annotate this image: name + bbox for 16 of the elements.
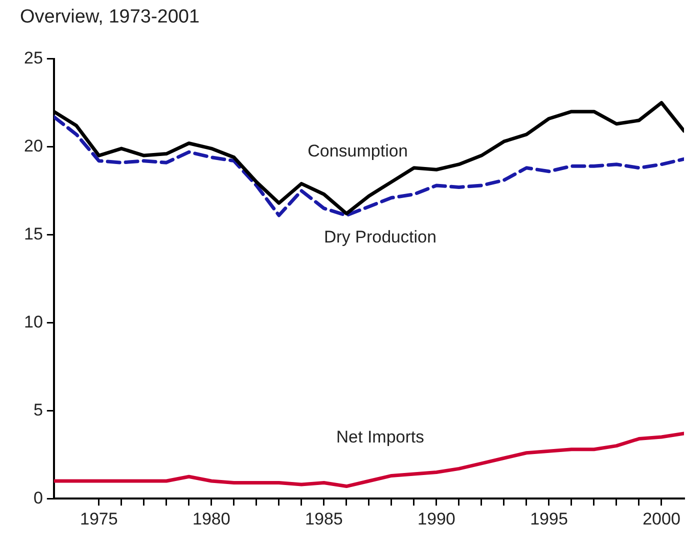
chart-title: Overview, 1973-2001 <box>20 6 200 28</box>
series-label: Consumption <box>308 142 408 161</box>
x-tick-label: 1980 <box>192 509 230 528</box>
x-tick-label: 1990 <box>418 509 456 528</box>
x-tick-label: 2000 <box>642 509 680 528</box>
x-tick-label: 1975 <box>80 509 118 528</box>
y-tick-label: 25 <box>24 48 43 68</box>
series-label: Net Imports <box>336 427 424 446</box>
y-tick-label: 15 <box>24 224 43 244</box>
series-label: Dry Production <box>324 227 436 246</box>
y-tick-label: 0 <box>33 488 43 508</box>
x-tick-label: 1995 <box>530 509 568 528</box>
y-tick-label: 5 <box>33 400 43 420</box>
y-tick-label: 20 <box>24 136 43 156</box>
x-tick-label: 1985 <box>305 509 343 528</box>
y-tick-label: 10 <box>24 312 43 332</box>
